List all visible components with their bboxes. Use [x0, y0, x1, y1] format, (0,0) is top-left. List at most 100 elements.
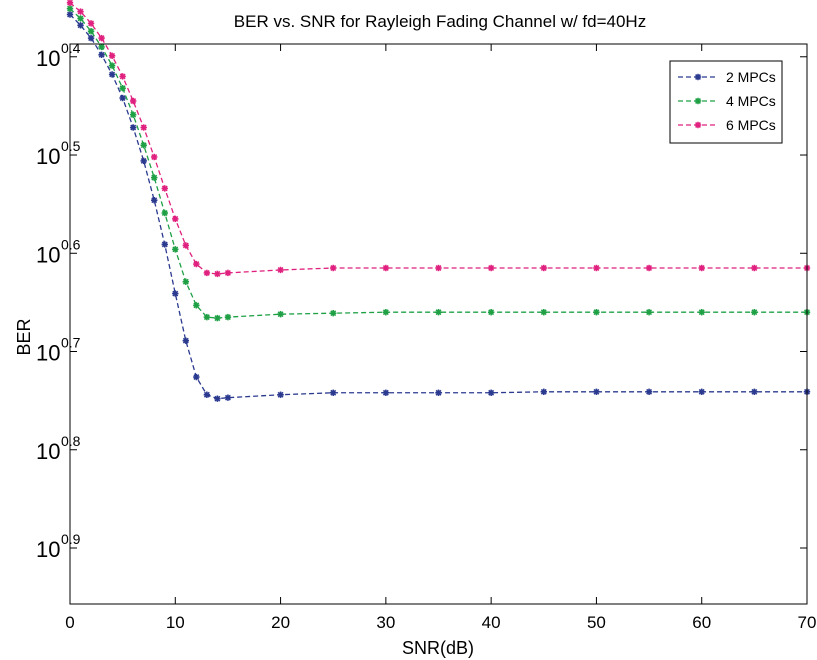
y-tick-label-base: 10 [36, 144, 60, 169]
data-point [487, 264, 495, 272]
data-point [751, 309, 758, 316]
data-point [119, 85, 126, 92]
data-point [540, 309, 547, 316]
data-point [87, 34, 95, 42]
legend-label: 2 MPCs [726, 69, 776, 85]
y-tick-label-base: 10 [36, 46, 60, 71]
data-point [140, 157, 147, 165]
data-point [435, 309, 442, 316]
data-point [330, 309, 337, 317]
legend-box [669, 60, 783, 144]
data-point [382, 264, 390, 272]
data-point [182, 278, 190, 285]
data-point [330, 389, 337, 396]
data-point [751, 388, 758, 395]
data-point [98, 51, 105, 59]
series-line-2 [69, 8, 807, 319]
data-point [161, 209, 168, 217]
data-point [98, 34, 105, 42]
x-tick-label: 70 [798, 613, 817, 632]
data-point [698, 264, 705, 272]
x-tick-label: 50 [587, 613, 606, 632]
x-axis-label: SNR(dB) [402, 638, 474, 658]
data-point [172, 246, 179, 253]
y-tick-label-base: 10 [36, 341, 60, 366]
data-point [224, 269, 232, 277]
data-point [77, 22, 84, 29]
data-point [108, 71, 116, 78]
data-point [214, 270, 221, 278]
data-point [224, 394, 232, 401]
data-point [593, 264, 600, 272]
data-point [751, 264, 758, 272]
legend-swatch-marker [694, 121, 702, 129]
data-point [119, 94, 126, 102]
data-point [129, 97, 137, 105]
data-point [382, 309, 390, 316]
data-point [645, 264, 653, 272]
y-tick-label-exponent: 0.8 [61, 433, 81, 449]
data-point [435, 389, 442, 396]
y-tick-label-base: 10 [36, 439, 60, 464]
data-point [645, 309, 653, 316]
x-axis-ticks: 0 10 20 30 40 50 60 70 [65, 44, 816, 632]
data-point [129, 111, 137, 118]
data-point [645, 388, 653, 395]
data-point [108, 62, 116, 69]
data-point [66, 11, 74, 18]
x-tick-label: 0 [65, 613, 74, 632]
y-tick-label-exponent: 0.4 [61, 40, 81, 56]
data-point [382, 389, 390, 396]
plot-frame [69, 43, 808, 605]
x-tick-label: 60 [692, 613, 711, 632]
data-point [98, 43, 105, 51]
data-point [140, 141, 147, 149]
data-point [193, 302, 200, 309]
y-axis-label: BER [14, 318, 34, 355]
data-point [108, 52, 116, 59]
chart-title: BER vs. SNR for Rayleigh Fading Channel … [234, 12, 646, 31]
data-point [151, 174, 158, 181]
legend: 2 MPCs 4 MPCs 6 MPCs [669, 60, 783, 144]
data-point [435, 264, 442, 272]
legend-label: 6 MPCs [726, 117, 776, 133]
data-point [140, 124, 147, 131]
data-point [540, 388, 547, 395]
data-point [193, 373, 200, 381]
data-point [151, 153, 158, 161]
data-point [277, 266, 284, 274]
data-point [277, 391, 284, 398]
data-point [224, 313, 232, 321]
data-point [487, 389, 495, 396]
data-point [119, 73, 126, 80]
data-point [87, 28, 95, 35]
data-point [698, 388, 705, 395]
data-point [87, 20, 95, 27]
data-point [161, 241, 168, 248]
data-point [330, 264, 337, 272]
x-tick-label: 20 [271, 613, 290, 632]
y-tick-label-exponent: 0.5 [61, 138, 81, 154]
y-tick-label-exponent: 0.7 [61, 335, 81, 351]
y-tick-label-base: 10 [36, 242, 60, 267]
data-point [77, 15, 84, 22]
x-tick-label: 10 [166, 613, 185, 632]
data-point [593, 388, 600, 395]
data-point [593, 309, 600, 316]
data-point [203, 269, 211, 277]
data-point [214, 395, 221, 402]
x-tick-label: 40 [482, 613, 501, 632]
data-point [698, 309, 705, 316]
data-point [151, 197, 158, 204]
legend-swatch-marker [694, 73, 702, 81]
legend-swatch-marker [694, 97, 702, 105]
y-axis-ticks: 10 0.410 0.510 0.610 0.710 0.810 0.9 [36, 40, 807, 562]
plot-series-group [66, 0, 811, 402]
data-point [129, 124, 137, 131]
x-tick-label: 30 [376, 613, 395, 632]
y-tick-label-exponent: 0.6 [61, 236, 81, 252]
data-point [193, 260, 200, 268]
data-point [277, 310, 284, 318]
y-tick-label-base: 10 [36, 537, 60, 562]
